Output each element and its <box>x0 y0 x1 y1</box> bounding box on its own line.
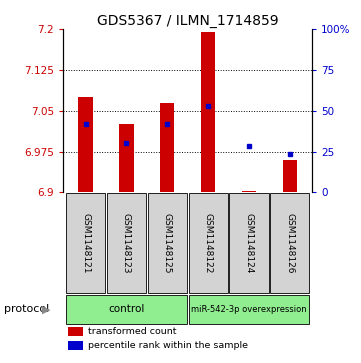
Bar <box>201 32 215 192</box>
Text: percentile rank within the sample: percentile rank within the sample <box>88 341 248 350</box>
Bar <box>242 191 256 192</box>
Text: ▶: ▶ <box>42 305 50 314</box>
Bar <box>68 327 83 336</box>
Bar <box>119 125 134 192</box>
Text: GSM1148121: GSM1148121 <box>81 213 90 273</box>
Bar <box>229 193 269 293</box>
Text: GSM1148125: GSM1148125 <box>163 213 172 273</box>
Text: protocol: protocol <box>4 305 49 314</box>
Bar <box>160 103 174 192</box>
Text: GSM1148123: GSM1148123 <box>122 213 131 273</box>
Bar <box>68 341 83 350</box>
Bar <box>148 193 187 293</box>
Title: GDS5367 / ILMN_1714859: GDS5367 / ILMN_1714859 <box>97 14 279 28</box>
Text: miR-542-3p overexpression: miR-542-3p overexpression <box>191 305 307 314</box>
Text: GSM1148126: GSM1148126 <box>285 213 294 273</box>
Text: GSM1148122: GSM1148122 <box>204 213 213 273</box>
Bar <box>107 193 146 293</box>
Bar <box>66 193 105 293</box>
Bar <box>66 295 187 324</box>
Text: transformed count: transformed count <box>88 327 177 336</box>
Bar <box>78 97 93 192</box>
Bar <box>188 193 228 293</box>
Bar <box>270 193 309 293</box>
Text: GSM1148124: GSM1148124 <box>244 213 253 273</box>
Bar <box>283 160 297 192</box>
Text: control: control <box>108 305 145 314</box>
Bar <box>188 295 309 324</box>
